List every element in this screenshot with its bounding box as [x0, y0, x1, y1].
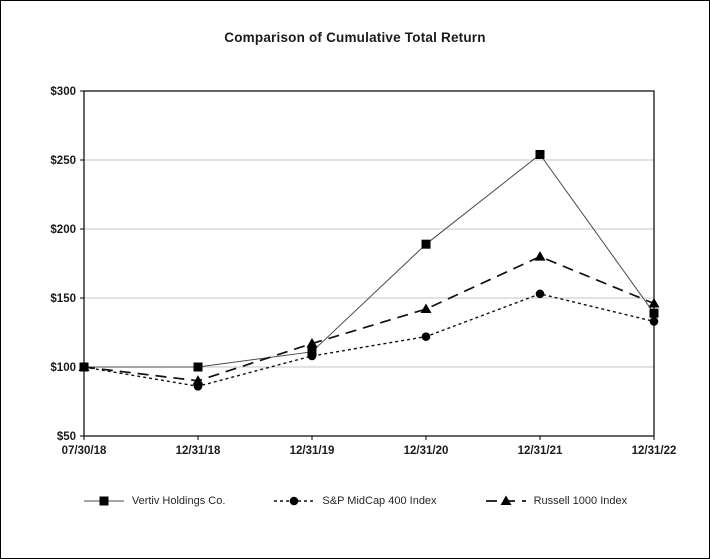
series-line — [83, 293, 655, 388]
triangle-marker — [500, 495, 512, 505]
circle-marker — [307, 351, 317, 361]
y-tick-label: $150 — [50, 293, 76, 305]
series-line — [84, 153, 655, 368]
x-tick-label: 12/31/20 — [404, 445, 449, 457]
x-tick-label: 12/31/21 — [518, 445, 563, 457]
legend-item: S&P MidCap 400 Index — [273, 495, 437, 507]
y-tick-label: $100 — [50, 362, 76, 374]
triangle-marker — [306, 338, 318, 348]
triangle-marker — [192, 375, 204, 385]
y-tick-label: $50 — [57, 431, 76, 443]
y-tick-label: $250 — [50, 155, 76, 167]
circle-marker — [290, 496, 299, 506]
circle-marker — [649, 317, 659, 326]
square-marker — [421, 239, 431, 249]
square-marker — [535, 149, 545, 159]
legend-label: Vertiv Holdings Co. — [131, 495, 226, 507]
square-marker — [649, 308, 659, 318]
series-square — [79, 149, 659, 372]
legend-swatch-square-icon — [83, 496, 124, 506]
square-marker — [193, 362, 203, 372]
x-tick-label: 12/31/22 — [632, 445, 677, 457]
circle-marker — [535, 289, 545, 299]
y-tick-label: $300 — [50, 86, 76, 98]
triangle-marker — [648, 298, 660, 308]
legend-label: S&P MidCap 400 Index — [322, 495, 437, 507]
triangle-marker — [534, 251, 546, 261]
triangle-marker — [78, 361, 90, 371]
y-tick-label: $200 — [50, 224, 76, 236]
legend-swatch-triangle-icon — [485, 495, 526, 505]
chart-title: Comparison of Cumulative Total Return — [224, 30, 486, 45]
legend-swatch-circle-icon — [274, 496, 315, 506]
legend-item: Vertiv Holdings Co. — [83, 495, 226, 507]
series-line — [83, 255, 655, 382]
circle-marker — [421, 332, 431, 341]
series-circle — [79, 289, 659, 391]
series-triangle — [78, 251, 660, 385]
x-tick-label: 12/31/18 — [176, 445, 221, 457]
x-tick-label: 07/30/18 — [62, 445, 107, 457]
legend-label: Russell 1000 Index — [533, 495, 628, 507]
legend-item: Russell 1000 Index — [485, 495, 628, 507]
square-marker — [99, 496, 109, 506]
x-tick-label: 12/31/19 — [290, 445, 335, 457]
triangle-marker — [420, 303, 432, 314]
legend: Vertiv Holdings Co. S&P MidCap 400 Index R… — [1, 495, 709, 507]
plot-border — [83, 90, 655, 437]
